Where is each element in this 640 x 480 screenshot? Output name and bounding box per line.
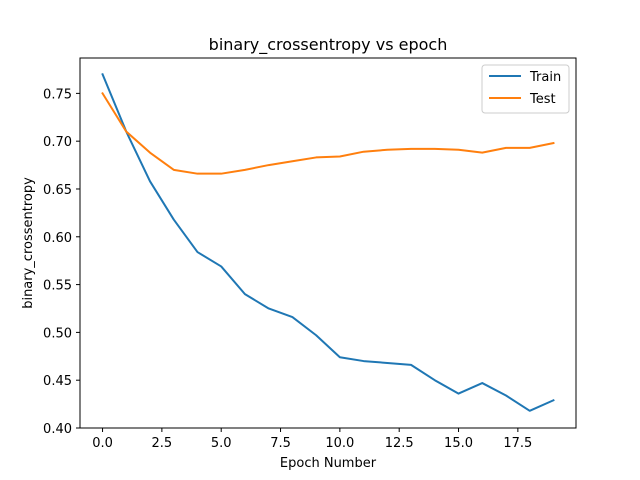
x-tick-label: 10.0 xyxy=(325,436,354,451)
series-line-test xyxy=(101,91,555,175)
y-tick-label: 0.60 xyxy=(43,231,72,246)
legend-label-test: Test xyxy=(529,92,556,107)
x-tick-label: 12.5 xyxy=(385,436,414,451)
y-tick-label: 0.70 xyxy=(43,135,72,150)
y-tick-label: 0.50 xyxy=(43,326,72,341)
legend-label-train: Train xyxy=(529,70,561,85)
plot-lines xyxy=(101,72,555,412)
y-axis-title: binary_crossentropy xyxy=(21,177,36,309)
y-tick-label: 0.45 xyxy=(43,374,72,389)
x-tick-label: 7.5 xyxy=(270,436,291,451)
series-line-train xyxy=(101,72,555,412)
y-tick-label: 0.75 xyxy=(43,87,72,102)
x-tick-label: 5.0 xyxy=(211,436,232,451)
y-tick-label: 0.65 xyxy=(43,183,72,198)
chart-title: binary_crossentropy vs epoch xyxy=(209,35,448,55)
y-tick-label: 0.55 xyxy=(43,279,72,294)
x-axis-title: Epoch Number xyxy=(280,456,377,471)
y-tick-label: 0.40 xyxy=(43,422,72,437)
x-axis-ticks: 0.0 2.5 5.0 7.5 10.0 12.5 15.0 17.5 xyxy=(92,428,532,451)
x-tick-label: 17.5 xyxy=(503,436,532,451)
x-tick-label: 2.5 xyxy=(152,436,173,451)
legend: Train Test xyxy=(481,64,570,114)
plot-frame xyxy=(79,57,577,429)
y-axis-ticks: 0.40 0.45 0.50 0.55 0.60 0.65 0.70 0.75 xyxy=(43,87,80,437)
x-tick-label: 15.0 xyxy=(444,436,473,451)
x-tick-label: 0.0 xyxy=(92,436,113,451)
